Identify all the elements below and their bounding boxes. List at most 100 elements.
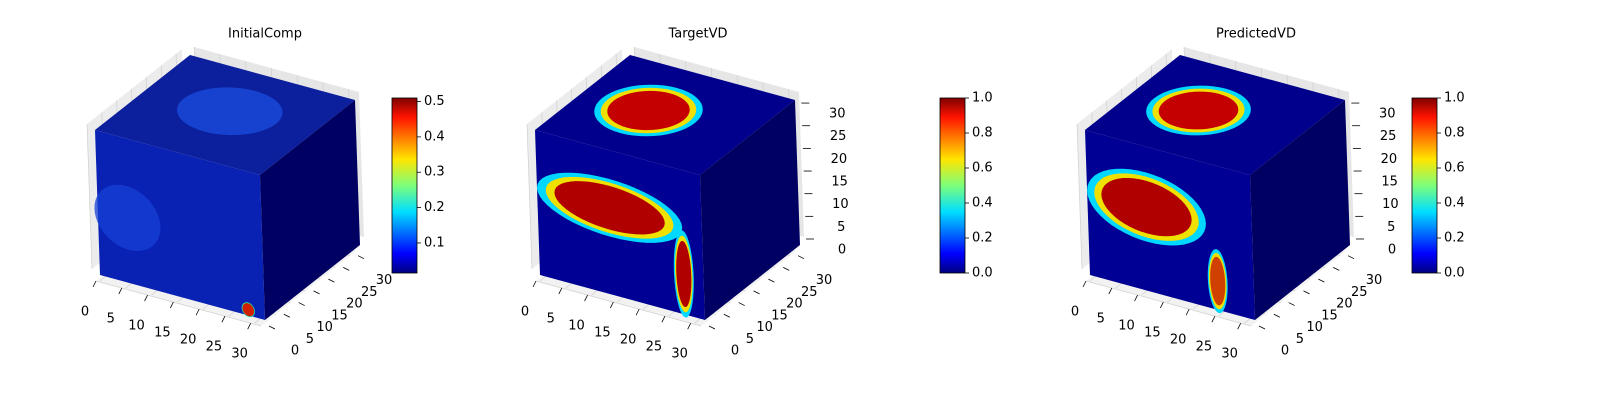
- colorbar-tick-label: 0.8: [972, 126, 993, 141]
- y-tick-label: 30: [1366, 273, 1383, 288]
- z-tick-label: 20: [1381, 152, 1398, 167]
- x-tick-label: 30: [671, 347, 688, 362]
- tick-mark: [1288, 302, 1295, 306]
- colorbar-tick-label: 0.4: [1444, 196, 1465, 211]
- z-tick-label: 15: [831, 175, 848, 190]
- y-tick-label: 25: [801, 285, 818, 300]
- tick-mark: [661, 315, 666, 323]
- tick-mark: [1333, 267, 1340, 271]
- y-tick-label: 10: [756, 320, 773, 335]
- voxel-face: [1250, 100, 1350, 320]
- z-tick-label: 30: [1379, 107, 1396, 122]
- voxel-region: [1158, 91, 1239, 130]
- y-tick-label: 5: [1296, 332, 1304, 347]
- voxel-region: [1210, 256, 1226, 306]
- x-tick-label: 20: [180, 333, 197, 348]
- y-tick-label: 0: [731, 344, 739, 359]
- tick-mark: [313, 290, 320, 295]
- tick-mark: [328, 278, 335, 283]
- x-tick-label: 10: [1118, 319, 1135, 334]
- tick-mark: [357, 255, 365, 260]
- tick-mark: [1211, 315, 1216, 323]
- z-tick-label: 30: [829, 107, 846, 122]
- colorbar-tick-label: 0.2: [972, 231, 993, 246]
- colorbar: [939, 97, 966, 274]
- colorbar: [1411, 97, 1438, 274]
- x-tick-label: 0: [81, 305, 89, 320]
- tick-mark: [1347, 255, 1355, 260]
- x-tick-label: 20: [620, 333, 637, 348]
- voxel-face: [260, 100, 360, 320]
- tick-mark: [723, 313, 731, 318]
- z-tick-label: 25: [830, 129, 847, 144]
- voxel-region: [554, 181, 665, 235]
- y-tick-label: 5: [746, 332, 754, 347]
- chart-title: TargetVD: [667, 27, 727, 42]
- tick-mark: [797, 255, 805, 260]
- y-tick-label: 20: [1336, 297, 1353, 312]
- chart-title: PredictedVD: [1216, 27, 1296, 42]
- z-tick-label: 0: [838, 243, 846, 258]
- tick-mark: [1082, 280, 1087, 288]
- colorbar-tick-label: 0.2: [1444, 231, 1465, 246]
- colorbar-tick-label: 0.6: [972, 161, 993, 176]
- x-tick-label: 0: [1071, 305, 1079, 320]
- tick-mark: [343, 267, 350, 271]
- tick-mark: [783, 267, 790, 271]
- x-tick-label: 25: [206, 340, 223, 355]
- tick-mark: [1134, 294, 1138, 302]
- voxel-region: [607, 90, 690, 131]
- tick-mark: [92, 280, 97, 288]
- colorbar: [391, 97, 418, 274]
- tick-mark: [635, 308, 640, 316]
- x-tick-label: 15: [594, 326, 611, 341]
- tick-mark: [1159, 301, 1164, 309]
- tick-mark: [1303, 290, 1310, 295]
- colorbar-tick-label: 0.1: [424, 235, 445, 250]
- y-tick-label: 10: [316, 320, 333, 335]
- y-tick-label: 15: [331, 308, 348, 323]
- y-tick-label: 0: [1281, 344, 1289, 359]
- tick-mark: [144, 294, 148, 302]
- x-tick-label: 25: [646, 340, 663, 355]
- tick-mark: [753, 290, 760, 295]
- x-tick-label: 10: [128, 319, 145, 334]
- tick-mark: [169, 301, 174, 309]
- grid-line: [535, 280, 702, 327]
- z-tick-label: 5: [837, 220, 845, 235]
- chart-title: InitialComp: [228, 27, 302, 42]
- tick-mark: [118, 287, 123, 295]
- y-tick-label: 15: [771, 308, 788, 323]
- voxel-face: [95, 130, 265, 320]
- tick-mark: [1273, 313, 1281, 318]
- z-tick-label: 20: [831, 152, 848, 167]
- colorbar-tick-label: 1.0: [972, 91, 993, 106]
- grid-line: [1076, 123, 1083, 270]
- z-tick-label: 5: [1387, 220, 1395, 235]
- y-tick-label: 30: [816, 273, 833, 288]
- x-tick-label: 0: [521, 305, 529, 320]
- colorbar-tick-label: 0.8: [1444, 126, 1465, 141]
- x-tick-label: 25: [1196, 340, 1213, 355]
- colorbar-tick-label: 0.0: [972, 266, 993, 281]
- colorbar-tick-label: 0.4: [972, 196, 993, 211]
- voxel-region: [242, 303, 255, 317]
- colorbar-tick-label: 0.0: [1444, 266, 1465, 281]
- tick-mark: [768, 278, 775, 283]
- voxel-region: [94, 184, 161, 251]
- tick-mark: [532, 280, 537, 288]
- z-tick-label: 10: [832, 197, 849, 212]
- z-tick-label: 10: [1382, 197, 1399, 212]
- voxel-region: [1101, 177, 1192, 237]
- x-tick-label: 15: [154, 326, 171, 341]
- tick-mark: [558, 287, 563, 295]
- x-tick-label: 5: [1097, 312, 1105, 327]
- x-tick-label: 10: [568, 319, 585, 334]
- y-tick-label: 5: [306, 332, 314, 347]
- x-tick-label: 5: [547, 312, 555, 327]
- grid-line: [526, 123, 533, 270]
- x-tick-label: 20: [1170, 333, 1187, 348]
- tick-mark: [708, 325, 716, 330]
- z-tick-label: 0: [1388, 243, 1396, 258]
